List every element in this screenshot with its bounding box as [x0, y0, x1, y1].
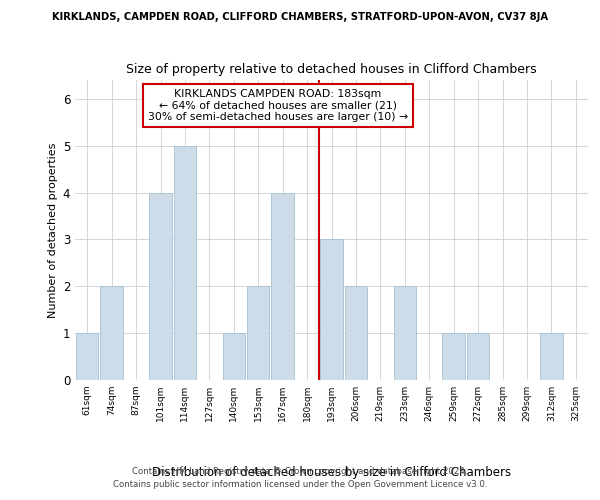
Title: Size of property relative to detached houses in Clifford Chambers: Size of property relative to detached ho… [126, 63, 537, 76]
Text: Contains HM Land Registry data © Crown copyright and database right 2024.: Contains HM Land Registry data © Crown c… [132, 467, 468, 476]
Bar [320, 240, 343, 380]
Bar [76, 333, 98, 380]
Text: Contains public sector information licensed under the Open Government Licence v3: Contains public sector information licen… [113, 480, 487, 489]
Bar [223, 333, 245, 380]
Bar [100, 286, 123, 380]
X-axis label: Distribution of detached houses by size in Clifford Chambers: Distribution of detached houses by size … [152, 466, 511, 478]
Bar [540, 333, 563, 380]
Bar [173, 146, 196, 380]
Bar [442, 333, 465, 380]
Bar [467, 333, 490, 380]
Text: KIRKLANDS CAMPDEN ROAD: 183sqm
← 64% of detached houses are smaller (21)
30% of : KIRKLANDS CAMPDEN ROAD: 183sqm ← 64% of … [148, 89, 407, 122]
Bar [149, 192, 172, 380]
Y-axis label: Number of detached properties: Number of detached properties [49, 142, 58, 318]
Bar [344, 286, 367, 380]
Bar [247, 286, 269, 380]
Text: KIRKLANDS, CAMPDEN ROAD, CLIFFORD CHAMBERS, STRATFORD-UPON-AVON, CV37 8JA: KIRKLANDS, CAMPDEN ROAD, CLIFFORD CHAMBE… [52, 12, 548, 22]
Bar [271, 192, 294, 380]
Bar [394, 286, 416, 380]
